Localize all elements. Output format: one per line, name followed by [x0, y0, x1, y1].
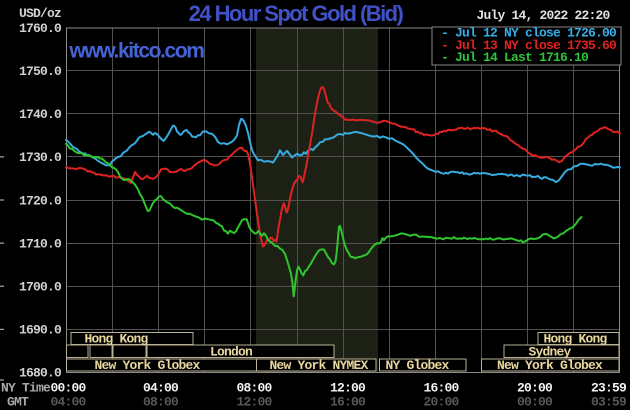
- svg-text:20:00: 20:00: [517, 381, 553, 396]
- svg-text:00:00: 00:00: [50, 381, 86, 396]
- svg-text:USD/oz: USD/oz: [19, 6, 61, 21]
- svg-text:1680.0: 1680.0: [19, 366, 62, 381]
- svg-text:1710.0: 1710.0: [19, 236, 62, 251]
- svg-text:July 14, 2022 22:20: July 14, 2022 22:20: [476, 8, 610, 23]
- svg-text:GMT: GMT: [7, 395, 29, 410]
- svg-text:Hong Kong: Hong Kong: [84, 332, 148, 347]
- svg-text:1720.0: 1720.0: [19, 193, 62, 208]
- svg-text:Sydney: Sydney: [528, 345, 571, 360]
- svg-text:08:00: 08:00: [236, 381, 272, 396]
- svg-text:New York NYMEX: New York NYMEX: [269, 358, 368, 373]
- svg-text:- Jul 14 Last 1716.10: - Jul 14 Last 1716.10: [441, 50, 589, 65]
- svg-text:24 Hour Spot Gold (Bid): 24 Hour Spot Gold (Bid): [189, 1, 404, 26]
- svg-text:- Jul 12 NY close 1726.00: - Jul 12 NY close 1726.00: [441, 26, 617, 41]
- svg-text:1730.0: 1730.0: [19, 150, 62, 165]
- svg-text:1700.0: 1700.0: [19, 280, 62, 295]
- svg-text:12:00: 12:00: [236, 395, 272, 410]
- svg-text:08:00: 08:00: [143, 395, 179, 410]
- svg-text:1750.0: 1750.0: [19, 64, 62, 79]
- svg-text:16:00: 16:00: [423, 381, 459, 396]
- svg-text:www.kitco.com: www.kitco.com: [68, 40, 204, 63]
- svg-text:04:00: 04:00: [50, 395, 86, 410]
- svg-text:NY Time: NY Time: [1, 381, 51, 396]
- svg-text:03:59: 03:59: [591, 395, 627, 410]
- svg-text:04:00: 04:00: [143, 381, 179, 396]
- svg-text:NY Globex: NY Globex: [385, 358, 449, 373]
- svg-text:New York Globex: New York Globex: [497, 358, 603, 373]
- svg-text:1760.0: 1760.0: [19, 21, 62, 36]
- svg-text:1740.0: 1740.0: [19, 107, 62, 122]
- svg-text:20:00: 20:00: [423, 395, 459, 410]
- svg-text:1690.0: 1690.0: [19, 323, 62, 338]
- svg-text:- Jul 13 NY close 1735.60: - Jul 13 NY close 1735.60: [441, 38, 617, 53]
- svg-text:16:00: 16:00: [330, 395, 366, 410]
- svg-text:00:00: 00:00: [517, 395, 553, 410]
- svg-text:23:59: 23:59: [591, 381, 627, 396]
- svg-text:New York Globex: New York Globex: [94, 358, 200, 373]
- svg-text:London: London: [210, 345, 253, 360]
- svg-text:12:00: 12:00: [330, 381, 366, 396]
- svg-text:Hong Kong: Hong Kong: [543, 332, 607, 347]
